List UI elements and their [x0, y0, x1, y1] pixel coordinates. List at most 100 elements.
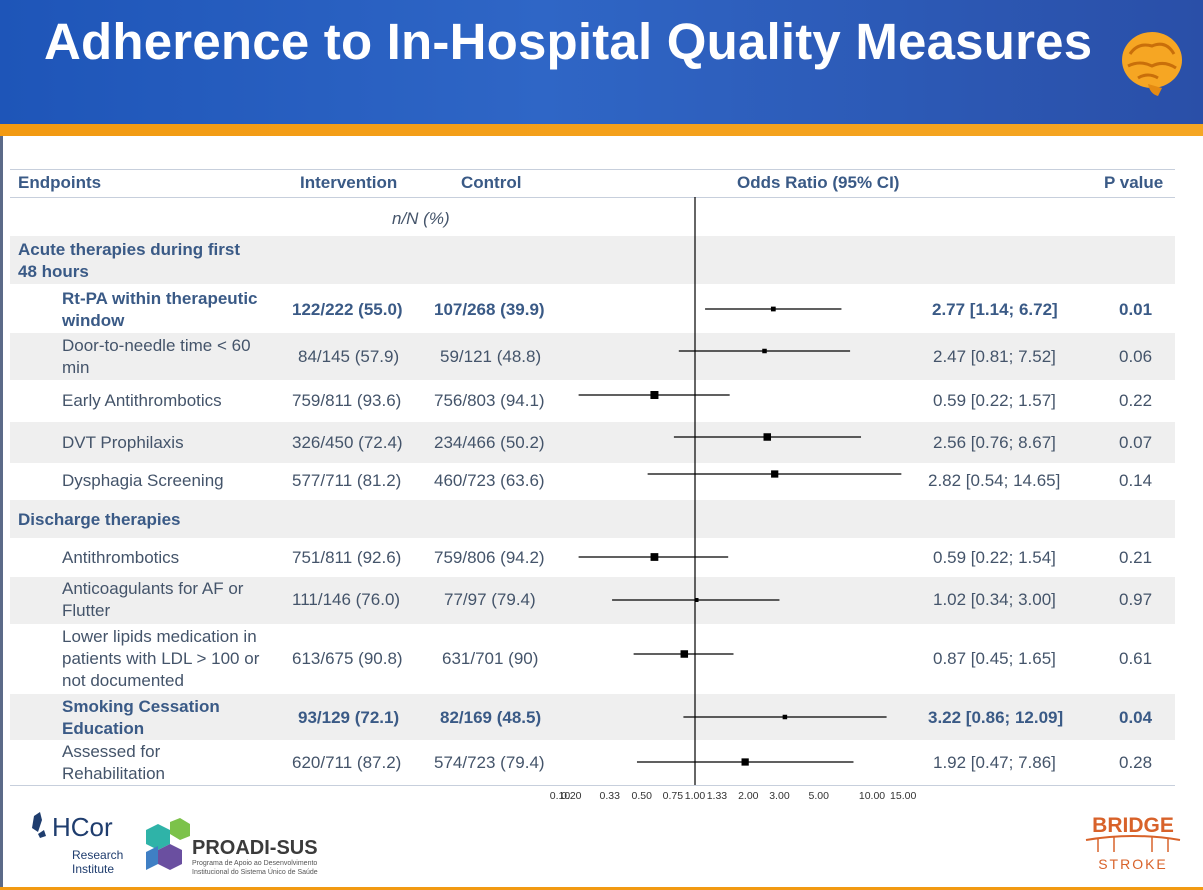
- x-tick-label: 15.00: [890, 790, 916, 802]
- col-header-control: Control: [461, 173, 522, 192]
- row-or-text: 2.47 [0.81; 7.52]: [933, 347, 1056, 366]
- x-tick-label: 5.00: [808, 790, 829, 802]
- row-or-text: 0.59 [0.22; 1.57]: [933, 391, 1056, 410]
- hcor-line2: Institute: [72, 862, 114, 876]
- subheader-n-over-n: n/N (%): [392, 209, 450, 228]
- left-edge: [0, 0, 3, 890]
- col-header-intervention: Intervention: [300, 173, 398, 192]
- row-control: 460/723 (63.6): [434, 471, 545, 490]
- row-p-value: 0.28: [1119, 753, 1153, 772]
- slide-title: Adherence to In-Hospital Quality Measure…: [44, 13, 1093, 70]
- row-name: Smoking Cessation: [62, 697, 220, 716]
- proadi-brand: PROADI-SUS: [192, 837, 318, 859]
- hcor-logo: HCor Research Institute: [32, 812, 123, 876]
- stripe-row-2: [10, 333, 1175, 380]
- row-or-text: 2.56 [0.76; 8.67]: [933, 433, 1056, 452]
- col-header-endpoints: Endpoints: [18, 173, 102, 192]
- row-name: not documented: [62, 671, 184, 690]
- or-marker: [770, 306, 776, 312]
- row-or-text: 3.22 [0.86; 12.09]: [928, 708, 1064, 727]
- row-name: Dysphagia Screening: [62, 471, 224, 490]
- section-acute-line2: 48 hours: [18, 262, 89, 281]
- or-marker: [680, 650, 689, 658]
- row-name: Education: [62, 719, 145, 738]
- x-tick-label: 0.20: [561, 790, 582, 802]
- row-name: Antithrombotics: [62, 548, 180, 567]
- row-control: 77/97 (79.4): [444, 590, 536, 609]
- row-intervention: 577/711 (81.2): [292, 471, 402, 490]
- x-tick-label: 3.00: [769, 790, 790, 802]
- or-marker: [762, 348, 767, 354]
- bridge-line2: STROKE: [1098, 856, 1168, 872]
- row-name: Lower lipids medication in: [62, 627, 257, 646]
- proadi-line2: Institucional do Sistema Único de Saúde: [192, 867, 318, 876]
- x-tick-label: 0.33: [600, 790, 621, 802]
- row-control: 59/121 (48.8): [440, 347, 542, 366]
- row-name: Rt-PA within therapeutic: [62, 289, 258, 308]
- row-intervention: 326/450 (72.4): [292, 433, 403, 452]
- row-or-text: 1.02 [0.34; 3.00]: [933, 590, 1056, 609]
- or-marker: [694, 598, 699, 602]
- row-p-value: 0.04: [1119, 708, 1153, 727]
- x-tick-label: 0.75: [663, 790, 684, 802]
- stripe-row-7: [10, 577, 1175, 624]
- row-p-value: 0.22: [1119, 391, 1153, 410]
- row-intervention: 84/145 (57.9): [298, 347, 400, 366]
- col-header-p-value: P value: [1104, 173, 1164, 192]
- or-marker: [763, 433, 772, 441]
- bridge-line1: BRIDGE: [1092, 814, 1174, 837]
- row-name: Flutter: [62, 601, 111, 620]
- row-name: Rehabilitation: [62, 764, 166, 783]
- stripe-row-4: [10, 422, 1175, 463]
- header-bottom-rule: [10, 197, 1175, 198]
- row-or-text: 2.82 [0.54; 14.65]: [928, 471, 1061, 490]
- row-or-text: 1.92 [0.47; 7.86]: [933, 753, 1056, 772]
- row-p-value: 0.01: [1119, 300, 1153, 319]
- row-name: Early Antithrombotics: [62, 391, 222, 410]
- hcor-line1: Research: [72, 848, 123, 862]
- row-p-value: 0.97: [1119, 590, 1153, 609]
- row-or-text: 0.87 [0.45; 1.65]: [933, 649, 1056, 668]
- x-tick-label: 1.00: [685, 790, 706, 802]
- row-or-text: 2.77 [1.14; 6.72]: [932, 300, 1058, 319]
- x-tick-label: 0.10: [550, 790, 571, 802]
- row-name: patients with LDL > 100 or: [62, 649, 260, 668]
- stripe-row-9: [10, 694, 1175, 740]
- row-p-value: 0.61: [1119, 649, 1153, 668]
- row-name: Door-to-needle time < 60: [62, 336, 251, 355]
- hcor-brand: HCor: [52, 812, 113, 842]
- section-acute-line1: Acute therapies during first: [18, 240, 240, 259]
- brain-icon: [1122, 32, 1182, 96]
- bottom-accent-line: [0, 887, 1203, 890]
- row-or-text: 0.59 [0.22; 1.54]: [933, 548, 1056, 567]
- bridge-stroke-logo: BRIDGE STROKE: [1085, 814, 1181, 872]
- row-name: DVT Prophilaxis: [62, 433, 184, 452]
- proadi-line1: Programa de Apoio ao Desenvolvimento: [192, 860, 317, 867]
- row-control: 107/268 (39.9): [434, 300, 545, 319]
- or-marker: [741, 758, 749, 766]
- or-marker: [650, 553, 659, 561]
- or-marker: [771, 470, 779, 478]
- row-control: 756/803 (94.1): [434, 391, 545, 410]
- row-intervention: 759/811 (93.6): [292, 391, 402, 410]
- row-p-value: 0.06: [1119, 347, 1153, 366]
- or-marker: [650, 391, 659, 399]
- row-control: 234/466 (50.2): [434, 433, 545, 452]
- row-name: Assessed for: [62, 742, 161, 761]
- row-intervention: 122/222 (55.0): [292, 300, 403, 319]
- or-marker: [782, 714, 788, 720]
- proadi-sus-logo: PROADI-SUS Programa de Apoio ao Desenvol…: [146, 818, 318, 876]
- row-name: window: [62, 311, 125, 330]
- row-p-value: 0.14: [1119, 471, 1153, 490]
- stripe-section-acute: [10, 236, 1175, 284]
- header-accent-bar: [0, 124, 1203, 136]
- row-p-value: 0.21: [1119, 548, 1153, 567]
- slide-header: Adherence to In-Hospital Quality Measure…: [0, 0, 1203, 124]
- row-control: 574/723 (79.4): [434, 753, 545, 772]
- row-p-value: 0.07: [1119, 433, 1153, 452]
- x-tick-label: 1.33: [707, 790, 728, 802]
- table-bottom-rule: [10, 785, 1175, 786]
- row-intervention: 751/811 (92.6): [292, 548, 402, 567]
- section-discharge: Discharge therapies: [18, 510, 181, 529]
